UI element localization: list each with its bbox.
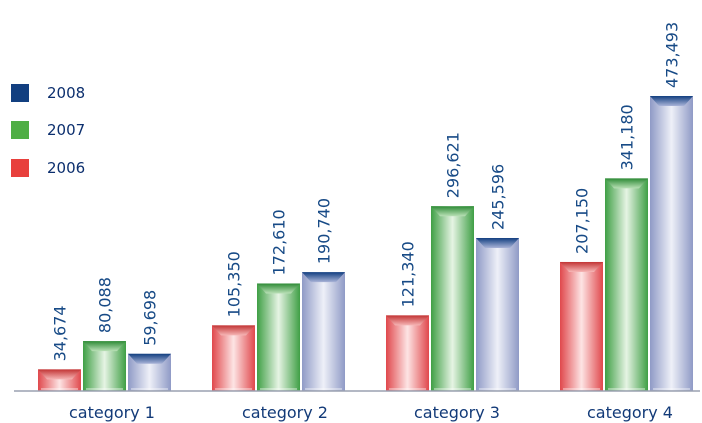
bar-cap <box>386 315 429 326</box>
legend-label-2006: 2006 <box>47 159 85 177</box>
value-label-2007-4: 341,180 <box>618 104 637 170</box>
bar-2008-1 <box>128 353 171 391</box>
value-label-2006-3: 121,340 <box>399 241 418 307</box>
value-label-2006-2: 105,350 <box>225 251 244 317</box>
bar-body <box>650 96 693 391</box>
bar-2006-1 <box>38 369 81 391</box>
bar-2007-1 <box>83 341 126 391</box>
value-label-2008-1: 59,698 <box>141 290 160 346</box>
legend-label-2008: 2008 <box>47 84 85 102</box>
bar-cap <box>605 178 648 189</box>
value-labels-group: 34,674 80,088 59,698 105,350 172,610 190,740 1… <box>51 22 682 362</box>
legend: 2008 2007 2006 <box>11 84 85 177</box>
bar-2008-3 <box>476 237 519 391</box>
bar-body <box>476 237 519 391</box>
legend-swatch-2006 <box>11 159 29 177</box>
legend-item-2006: 2006 <box>11 159 85 177</box>
bar-body <box>257 283 300 391</box>
bar-2008-4 <box>650 96 693 391</box>
bar-cap <box>302 272 345 283</box>
category-label-3: category 3 <box>414 403 500 422</box>
bar-cap <box>476 237 519 248</box>
value-label-2007-1: 80,088 <box>96 277 115 333</box>
bar-2006-2 <box>212 325 255 391</box>
value-label-2008-4: 473,493 <box>663 22 682 88</box>
bar-2006-4 <box>560 261 603 391</box>
bar-cap <box>431 206 474 217</box>
value-label-2007-2: 172,610 <box>270 209 289 275</box>
legend-swatch-2008 <box>11 84 29 102</box>
bars-group <box>38 96 693 391</box>
bar-cap <box>83 341 126 352</box>
value-label-2008-2: 190,740 <box>315 198 334 264</box>
bar-2006-3 <box>386 315 429 391</box>
value-label-2007-3: 296,621 <box>444 132 463 198</box>
legend-item-2007: 2007 <box>11 121 85 139</box>
bar-cap <box>257 283 300 294</box>
category-label-1: category 1 <box>69 403 155 422</box>
legend-item-2008: 2008 <box>11 84 85 102</box>
bar-body <box>605 178 648 391</box>
bar-cap <box>212 325 255 336</box>
bar-body <box>212 325 255 391</box>
category-label-4: category 4 <box>587 403 673 422</box>
bar-cap <box>560 261 603 272</box>
bar-body <box>560 261 603 391</box>
category-labels-group: category 1 category 2 category 3 category 4 <box>69 403 673 422</box>
bar-body <box>431 206 474 391</box>
bar-body <box>386 315 429 391</box>
bar-cap <box>650 96 693 106</box>
value-label-2008-3: 245,596 <box>489 164 508 230</box>
value-label-2006-1: 34,674 <box>51 305 70 361</box>
bar-cap <box>38 369 81 380</box>
bar-2008-2 <box>302 272 345 391</box>
bar-body <box>302 272 345 391</box>
legend-swatch-2007 <box>11 121 29 139</box>
bar-2007-4 <box>605 178 648 391</box>
bar-cap <box>128 353 171 364</box>
legend-label-2007: 2007 <box>47 121 85 139</box>
value-label-2006-4: 207,150 <box>573 188 592 254</box>
category-label-2: category 2 <box>242 403 328 422</box>
bar-2007-3 <box>431 206 474 391</box>
bar-2007-2 <box>257 283 300 391</box>
